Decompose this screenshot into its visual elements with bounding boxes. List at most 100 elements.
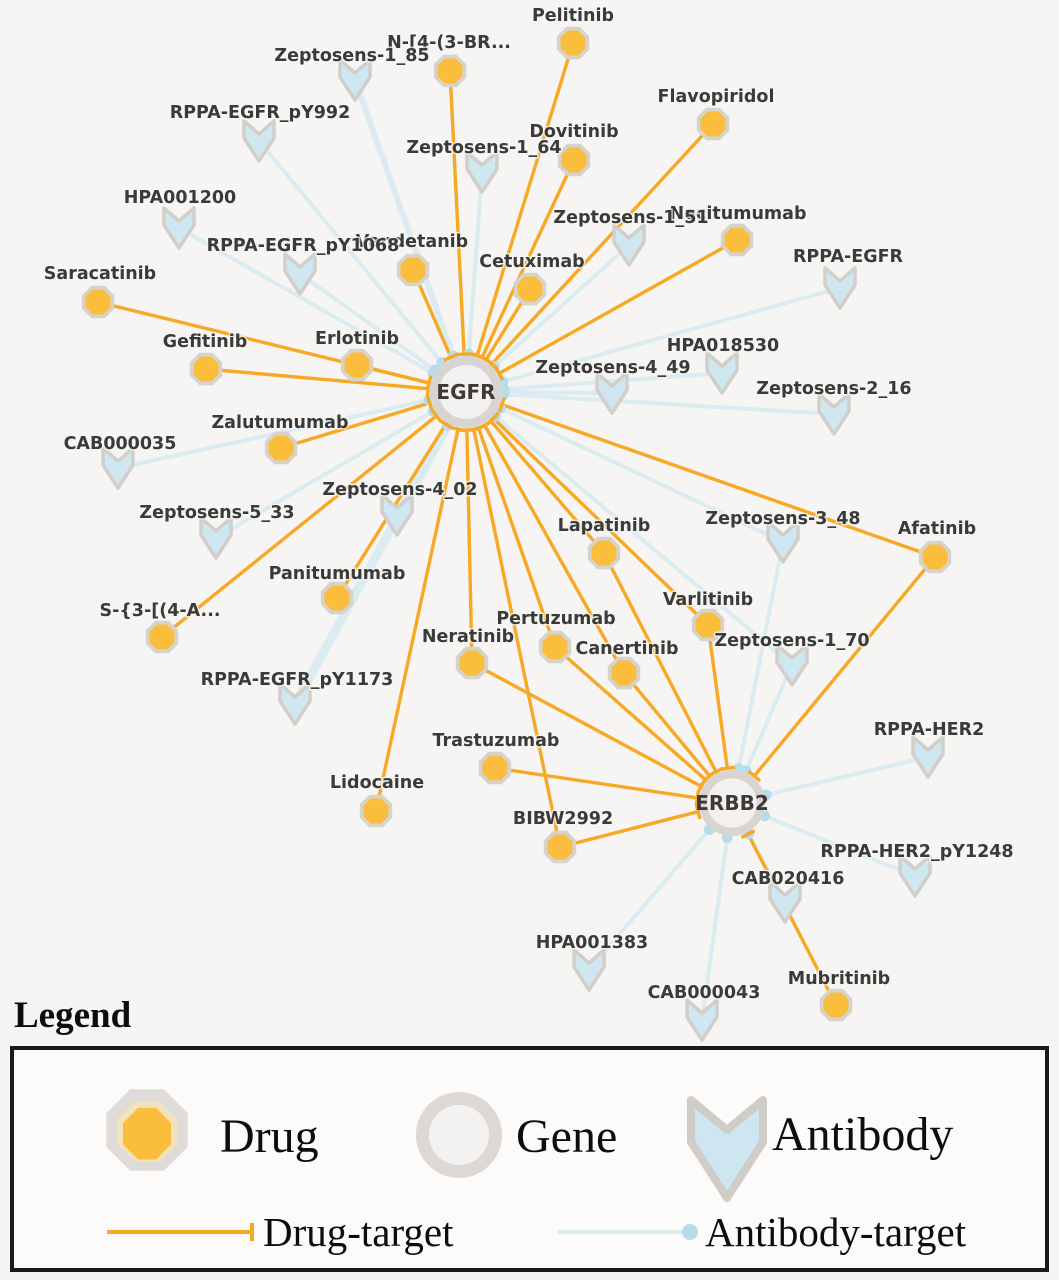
edge-drug-target [448, 70, 466, 355]
edge-antibody-target [178, 226, 434, 375]
edge-antibody-target [499, 406, 784, 544]
node-label: HPA018530 [667, 336, 779, 356]
antibody-node [278, 682, 312, 726]
drug-node [542, 634, 568, 660]
drug-node [363, 798, 389, 824]
edge-drug-target [602, 552, 718, 773]
antibody-node [768, 880, 802, 924]
antibody-node [101, 446, 135, 490]
gene-node-inner [439, 365, 493, 419]
edge-drug-target [205, 367, 429, 391]
legend-drug-target-label: Drug-target [263, 1209, 454, 1255]
drug-node [482, 755, 508, 781]
antibody-node [595, 371, 629, 415]
drug-target-tee-icon [250, 1223, 254, 1241]
antibody-node [242, 119, 276, 163]
node-label: Pelitinib [532, 6, 614, 26]
edge-drug-target [476, 427, 557, 648]
drug-node [561, 147, 587, 173]
antibody-target-dot-icon [682, 1224, 698, 1240]
node-label: Zeptosens-4_02 [322, 480, 477, 500]
gene-circle-icon [416, 1092, 502, 1178]
node-label: RPPA-EGFR_pY1173 [201, 670, 394, 690]
edge-drug-target [746, 833, 838, 1006]
edge-drug-target [490, 122, 715, 366]
edge-antibody-target [492, 243, 631, 369]
drug-target-tee [478, 354, 494, 366]
drug-node [560, 30, 586, 56]
node-label: Zeptosens-1_64 [406, 138, 561, 158]
node-label: Zeptosens-2_16 [756, 379, 911, 399]
edge-drug-target [471, 661, 702, 788]
antibody-node [705, 351, 739, 395]
node-label: Erlotinib [315, 329, 399, 349]
legend-drug-label: Drug [220, 1110, 319, 1163]
node-label: Zeptosens-1_51 [553, 208, 708, 228]
edge-antibody-target [493, 414, 794, 667]
drug-target-tee [465, 426, 482, 433]
node-label: Zeptosens-1_70 [714, 631, 869, 651]
drug-node [724, 227, 750, 253]
legend-title: Legend [14, 995, 132, 1036]
node-label: Zeptosens-4_49 [535, 358, 690, 378]
edge-antibody-target [587, 828, 711, 972]
edge-drug-target [374, 428, 460, 812]
gene-node-inner [707, 778, 757, 828]
node-label: CAB020416 [732, 869, 845, 889]
gene-label: ERBB2 [695, 791, 768, 815]
node-label: Neratinib [422, 627, 514, 647]
node-label: CAB000035 [64, 434, 177, 454]
drug-node [268, 435, 294, 461]
antibody-node [199, 516, 233, 560]
edge-antibody-target [352, 78, 457, 358]
antibody-node [283, 252, 317, 296]
drug-target-tee [456, 351, 472, 357]
drug-node [459, 650, 485, 676]
edge-drug-target [498, 238, 738, 375]
edge-antibody-target [503, 392, 835, 416]
drug-target-tee [740, 829, 756, 840]
drug-target-tee [747, 769, 762, 783]
drug-node [547, 834, 573, 860]
drug-target-tee [425, 375, 433, 391]
drug-target-tee [694, 803, 702, 820]
edge-antibody-target [502, 286, 841, 384]
edge-antibody-target [291, 423, 452, 707]
node-label: Zalutumumab [211, 413, 348, 433]
drug-node [324, 585, 350, 611]
drug-octagon-fill [123, 1107, 171, 1160]
edge-drug-target [706, 624, 730, 769]
drug-node [149, 624, 175, 650]
drug-node [517, 276, 543, 302]
edge-drug-target [622, 671, 711, 778]
node-label: Pertuzumab [496, 609, 615, 629]
edge-drug-target [160, 414, 438, 639]
drug-target-tee [486, 411, 500, 425]
drug-node [591, 540, 617, 566]
node-label: CAB000043 [648, 983, 761, 1003]
node-label: HPA001383 [536, 933, 648, 953]
edge-antibody-target [503, 371, 723, 392]
node-label: HPA001200 [124, 188, 236, 208]
node-label: RPPA-EGFR [793, 247, 904, 267]
antibody-chevron-shape [687, 1096, 767, 1202]
edge-drug-target [492, 417, 710, 627]
drug-node [922, 544, 948, 570]
edge-drug-target [752, 555, 937, 778]
edge-antibody-target [700, 837, 730, 1021]
node-label: RPPA-EGFR_pY1068 [207, 236, 400, 256]
antibody-node [162, 206, 196, 250]
node-label: Afatinib [898, 519, 976, 539]
edge-drug-target [553, 645, 707, 782]
drug-node [700, 111, 726, 137]
antibody-chevron-icon [687, 1096, 767, 1202]
node-label: Canertinib [576, 639, 679, 659]
edge-antibody-target [503, 390, 613, 395]
edge-drug-target [501, 403, 936, 559]
edge-drug-target [494, 766, 698, 800]
edge-drug-target [480, 159, 576, 359]
antibody-node [380, 493, 414, 537]
node-label: Mubritinib [788, 969, 890, 989]
drug-node [344, 352, 370, 378]
node-label: RPPA-HER2 [874, 720, 985, 740]
